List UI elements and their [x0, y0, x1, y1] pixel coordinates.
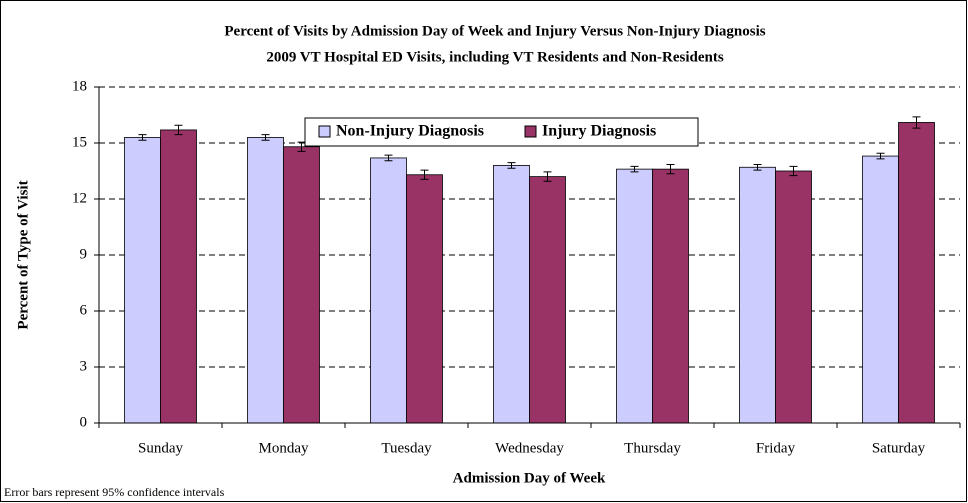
x-tick-label: Wednesday — [495, 440, 564, 456]
x-tick-label: Monday — [259, 440, 309, 456]
y-tick-label: 0 — [80, 414, 88, 430]
legend-box — [304, 117, 699, 147]
bar — [616, 168, 653, 424]
bar — [160, 129, 197, 424]
error-bar — [666, 163, 675, 175]
legend-swatch — [524, 125, 537, 138]
error-bar — [912, 116, 921, 129]
bar — [652, 168, 689, 424]
error-bar — [876, 152, 885, 160]
bar — [406, 174, 443, 424]
bar — [775, 170, 812, 424]
error-bar — [753, 163, 762, 171]
legend-swatch — [318, 125, 331, 138]
x-axis-label: Admission Day of Week — [453, 470, 606, 486]
y-tick-label: 12 — [72, 190, 87, 206]
y-tick-label: 3 — [80, 358, 88, 374]
footnote: Error bars represent 95% confidence inte… — [4, 485, 225, 499]
error-bar — [384, 154, 393, 162]
y-tick-label: 9 — [80, 246, 88, 262]
bar — [124, 136, 161, 424]
x-tick-label: Friday — [756, 440, 796, 456]
bar — [529, 176, 566, 424]
error-bar — [507, 162, 516, 169]
bar — [493, 164, 530, 424]
bar — [247, 136, 284, 424]
x-tick-label: Thursday — [624, 440, 681, 456]
y-tick-label: 6 — [80, 302, 88, 318]
chart-subtitle: 2009 VT Hospital ED Visits, including VT… — [266, 49, 724, 65]
error-bar — [297, 141, 306, 152]
x-tick-label: Sunday — [138, 440, 184, 456]
error-bar — [174, 124, 183, 136]
bar — [862, 155, 899, 424]
legend-label: Injury Diagnosis — [542, 123, 656, 140]
x-tick-label: Saturday — [872, 440, 926, 456]
error-bar — [138, 134, 147, 141]
error-bar — [789, 165, 798, 177]
error-bar — [420, 169, 429, 180]
bar — [283, 146, 320, 424]
bar — [898, 122, 935, 424]
bar — [370, 157, 407, 424]
bar — [739, 166, 776, 424]
chart-title: Percent of Visits by Admission Day of We… — [224, 23, 765, 39]
error-bar — [630, 165, 639, 173]
y-tick-label: 18 — [72, 78, 87, 94]
x-tick-label: Tuesday — [381, 440, 432, 456]
error-bar — [261, 134, 270, 141]
error-bar — [543, 171, 552, 182]
legend-label: Non-Injury Diagnosis — [336, 123, 484, 140]
y-tick-label: 15 — [72, 134, 87, 150]
y-axis-label: Percent of Type of Visit — [15, 180, 31, 329]
